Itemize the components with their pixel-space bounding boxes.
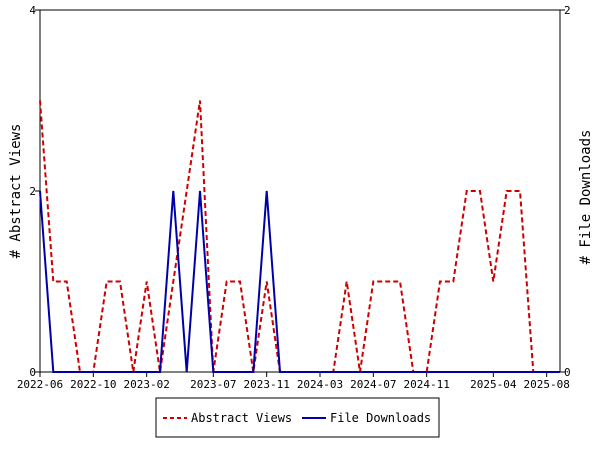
x-tick-label: 2022-10 xyxy=(70,378,116,391)
y-left-tick-label: 2 xyxy=(29,185,36,198)
plot-frame xyxy=(39,9,561,373)
legend: Abstract Views File Downloads xyxy=(155,397,440,438)
y-right-axis-title: # File Downloads xyxy=(578,130,594,265)
x-tick-label: 2022-06 xyxy=(17,378,63,391)
y-right-tick-label: 0 xyxy=(564,366,571,379)
x-tick-label: 2025-04 xyxy=(470,378,517,391)
y-left-axis-title: # Abstract Views xyxy=(8,124,24,259)
x-tick-label: 2024-07 xyxy=(350,378,396,391)
series-line-file-downloads xyxy=(39,190,560,373)
x-tick-label: 2023-07 xyxy=(190,378,236,391)
y-left-tick-label: 4 xyxy=(29,4,36,17)
y-left-axis-ticks: 0 2 4 xyxy=(29,4,40,379)
y-right-tick-label: 2 xyxy=(564,4,571,17)
x-tick-label: 2024-03 xyxy=(297,378,343,391)
x-axis-ticks: 2022-06 2022-10 2023-02 2023-07 2023-11 2024-… xyxy=(17,372,570,391)
x-tick-label: 2023-02 xyxy=(123,378,169,391)
y-left-tick-label: 0 xyxy=(29,366,36,379)
x-tick-label: 2025-08 xyxy=(523,378,569,391)
series-layer xyxy=(39,100,560,373)
y-right-axis-ticks: 02 xyxy=(560,4,571,379)
x-tick-label: 2023-11 xyxy=(243,378,289,391)
x-tick-label: 2024-11 xyxy=(403,378,449,391)
legend-label-abstract-views: Abstract Views xyxy=(191,411,292,425)
legend-box xyxy=(155,397,440,438)
legend-label-file-downloads: File Downloads xyxy=(330,411,431,425)
series-line-abstract-views xyxy=(39,100,560,373)
